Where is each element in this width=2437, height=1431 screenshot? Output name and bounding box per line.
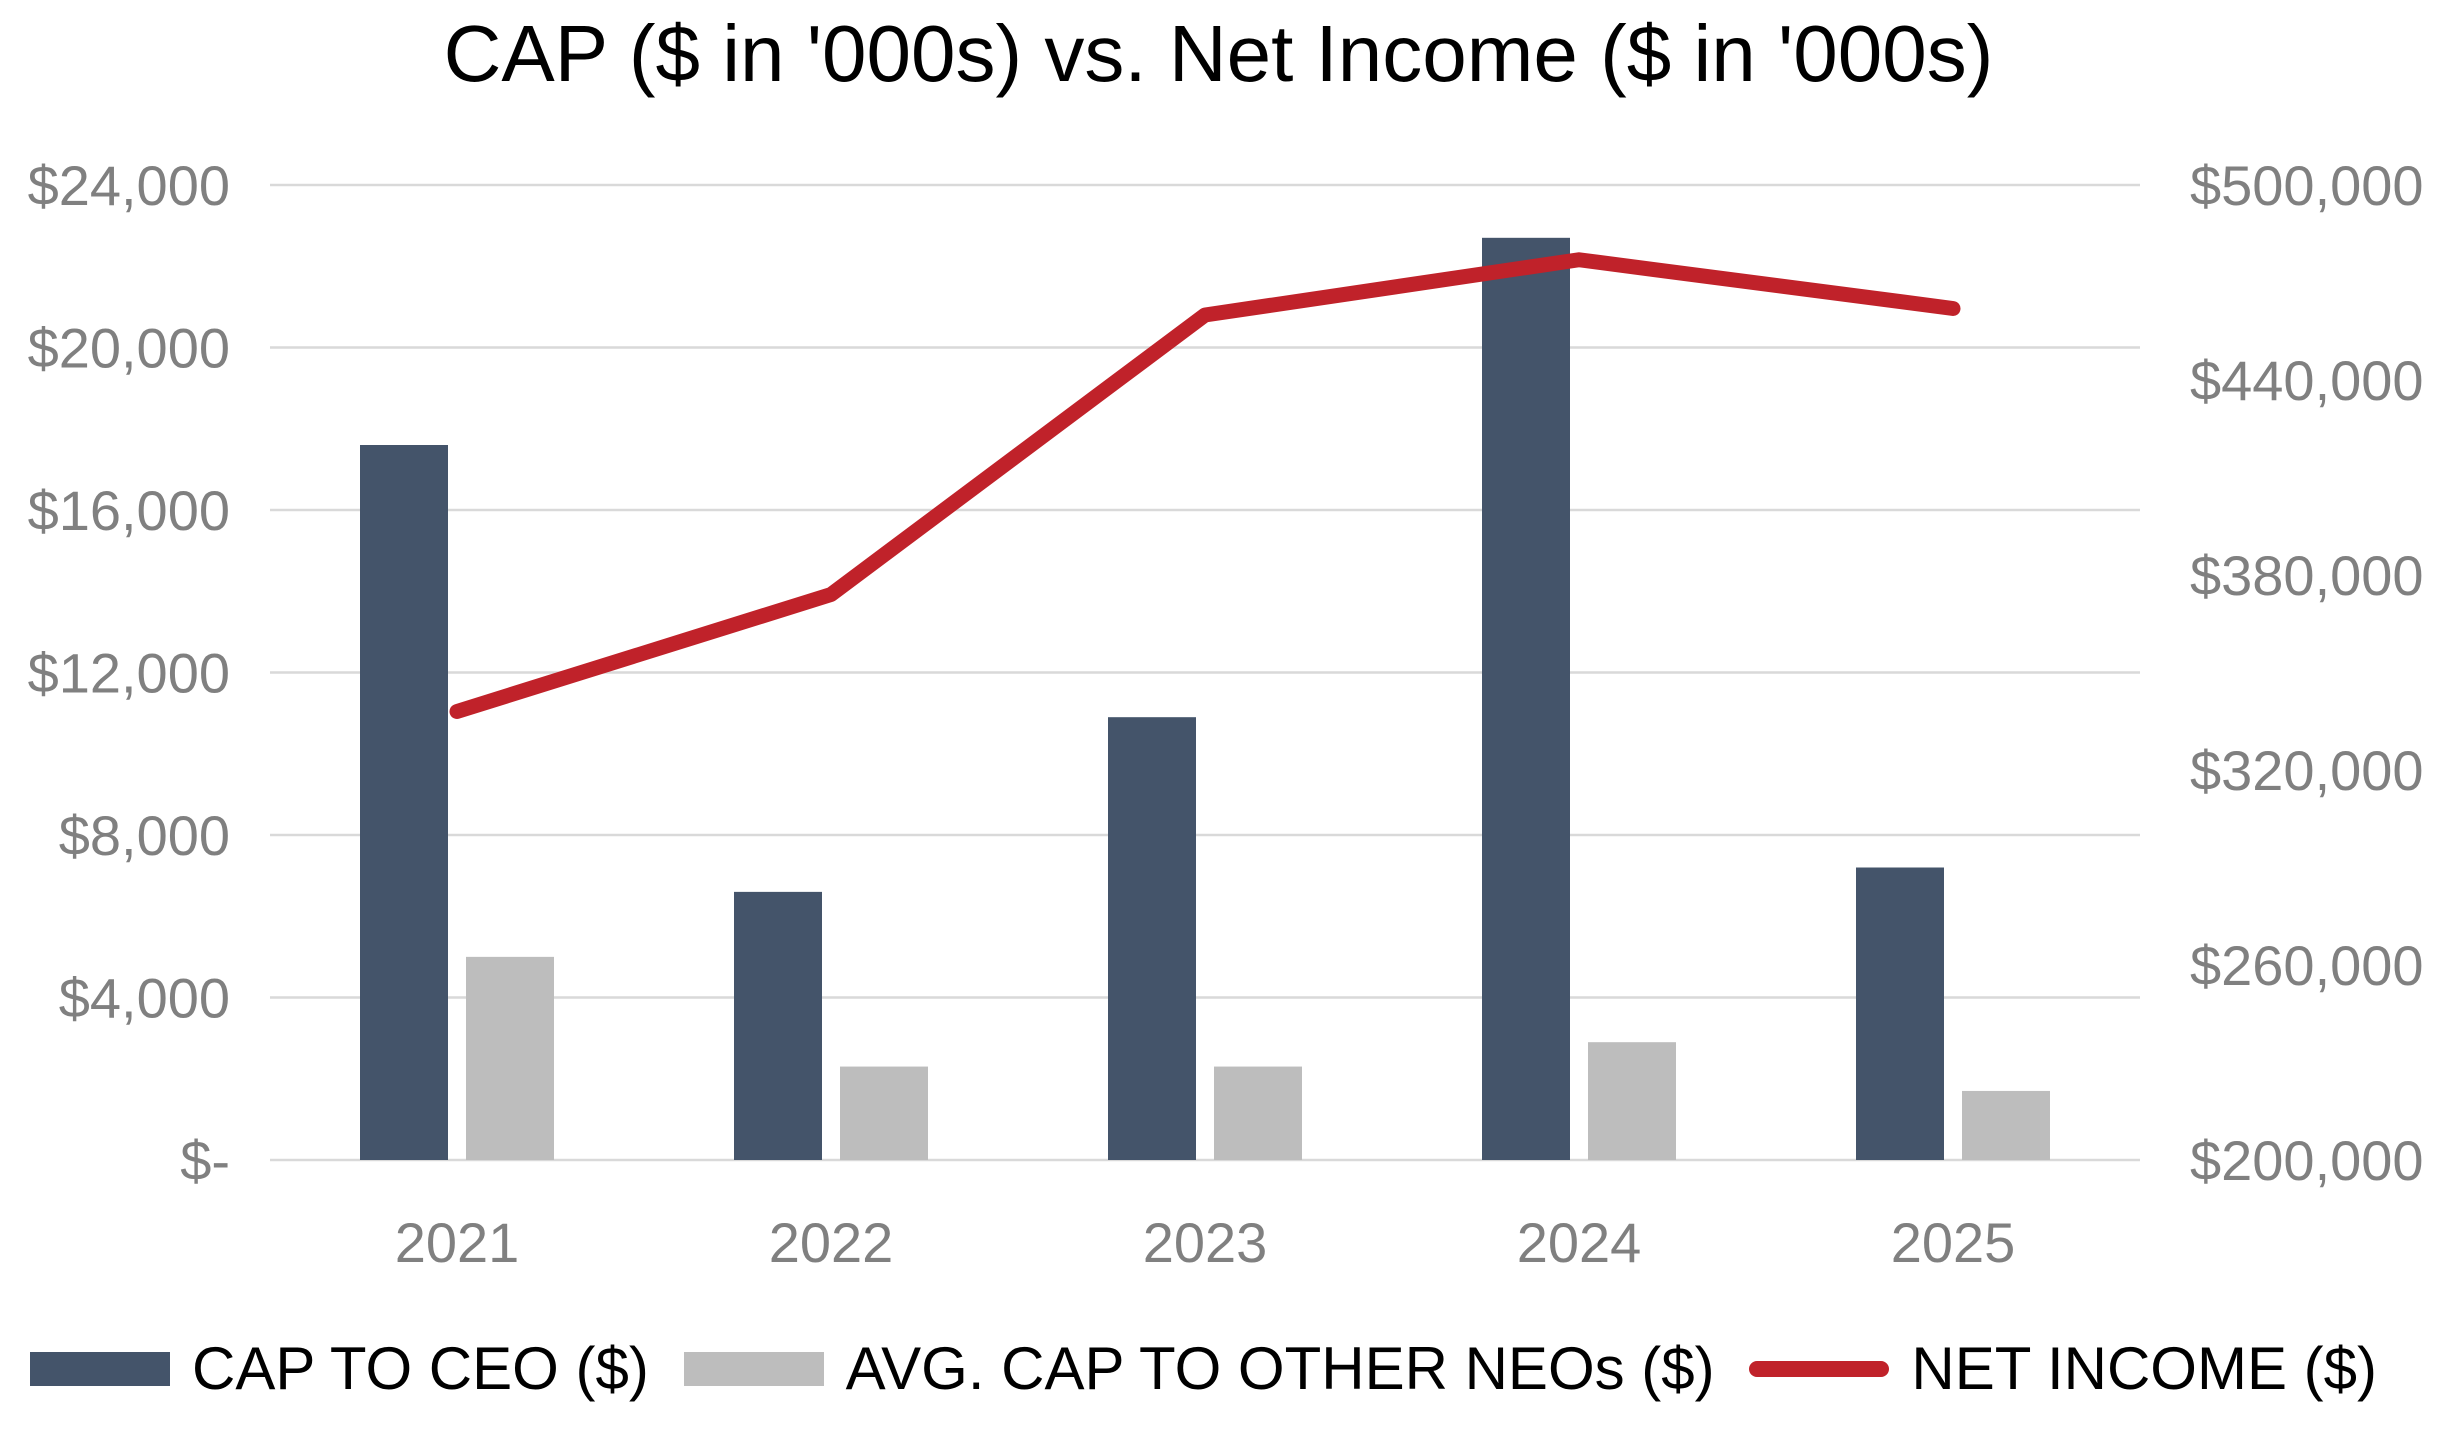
cap-neo-bar [1588,1042,1676,1160]
cap-ceo-bar [1482,237,1570,1160]
left-axis-tick-label: $12,000 [28,642,230,705]
right-axis-tick-label: $260,000 [2190,934,2424,997]
right-axis-tick-label: $200,000 [2190,1129,2424,1192]
cap-ceo-bar [1856,867,1944,1160]
x-axis-category-label: 2021 [395,1211,520,1274]
cap-neo-swatch-icon [683,1351,824,1386]
legend-item-cap-ceo: CAP TO CEO ($) [30,1334,649,1403]
legend-label-cap-neo: AVG. CAP TO OTHER NEOs ($) [845,1335,1715,1402]
left-axis-tick-label: $16,000 [28,479,230,542]
chart-legend: CAP TO CEO ($) AVG. CAP TO OTHER NEOs ($… [30,1334,2377,1403]
left-axis-tick-label: $24,000 [28,154,230,217]
cap-neo-bar [840,1066,928,1160]
net-income-line [449,252,1961,719]
chart-title: CAP ($ in '000s) vs. Net Income ($ in '0… [443,9,1994,98]
cap-neo-bar [466,956,554,1160]
net-income-line-swatch-icon [1749,1360,1890,1377]
right-axis-tick-label: $440,000 [2190,349,2424,412]
x-axis-category-label: 2024 [1517,1211,1642,1274]
legend-item-cap-neo: AVG. CAP TO OTHER NEOs ($) [683,1334,1715,1403]
cap-ceo-bar [360,445,448,1160]
cap-ceo-swatch-icon [30,1351,170,1386]
cap-neo-bar [1214,1066,1302,1160]
left-axis-tick-label: $8,000 [59,804,230,867]
right-axis-tick-label: $380,000 [2190,544,2424,607]
x-axis-category-label: 2022 [769,1211,894,1274]
left-axis-tick-label: $- [180,1129,230,1192]
x-axis-category-label: 2023 [1143,1211,1268,1274]
x-axis-category-label: 2025 [1891,1211,2016,1274]
left-axis-tick-label: $20,000 [28,317,230,380]
legend-item-net-income: NET INCOME ($) [1749,1334,2377,1403]
right-axis-tick-label: $320,000 [2190,739,2424,802]
cap-ceo-bar [1108,717,1196,1160]
legend-label-cap-ceo: CAP TO CEO ($) [192,1335,649,1402]
left-axis-tick-label: $4,000 [59,967,230,1030]
right-axis-tick-label: $500,000 [2190,154,2424,217]
cap-ceo-bar [734,891,822,1160]
cap-neo-bar [1962,1090,2050,1160]
chart-plot-area: $- $4,000 $8,000 $12,000 $16,000 $20,000 $24,0… [28,154,2424,1274]
legend-label-net-income: NET INCOME ($) [1911,1335,2377,1402]
